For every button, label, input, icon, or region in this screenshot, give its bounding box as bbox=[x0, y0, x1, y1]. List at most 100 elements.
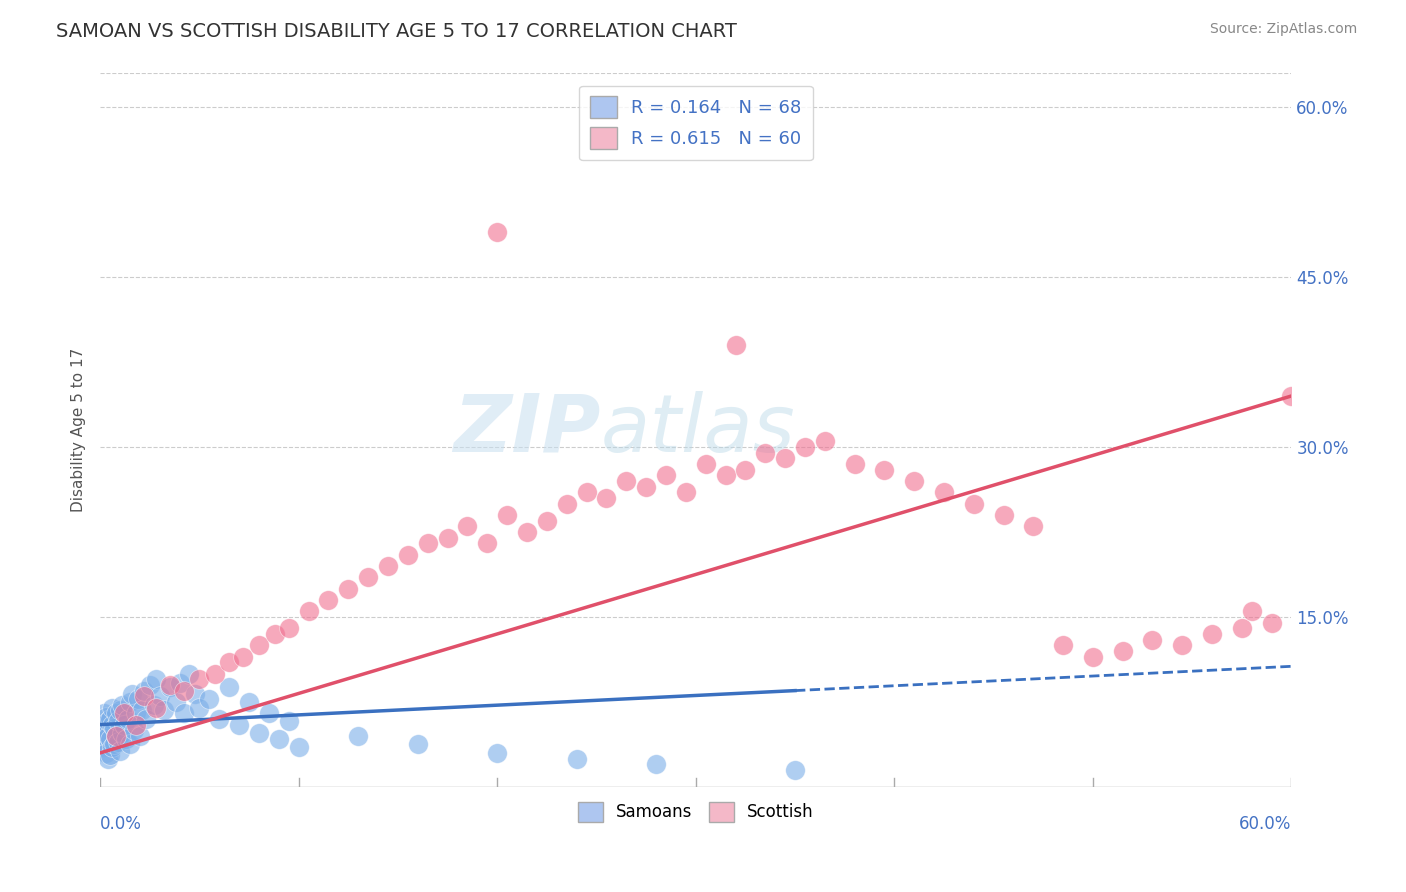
Point bbox=[188, 700, 211, 714]
Point bbox=[734, 462, 756, 476]
Point bbox=[565, 751, 588, 765]
Point bbox=[165, 695, 187, 709]
Point bbox=[112, 706, 135, 721]
Point bbox=[111, 698, 134, 713]
Point bbox=[93, 740, 115, 755]
Point bbox=[575, 485, 598, 500]
Point bbox=[125, 717, 148, 731]
Point bbox=[1052, 638, 1074, 652]
Point bbox=[655, 468, 678, 483]
Point bbox=[97, 751, 120, 765]
Point bbox=[127, 691, 149, 706]
Point bbox=[125, 706, 148, 721]
Point bbox=[93, 706, 115, 721]
Point bbox=[232, 649, 254, 664]
Point bbox=[277, 714, 299, 729]
Point bbox=[93, 723, 115, 738]
Point bbox=[103, 721, 125, 735]
Point bbox=[97, 729, 120, 743]
Point bbox=[145, 700, 167, 714]
Point bbox=[844, 457, 866, 471]
Point bbox=[188, 673, 211, 687]
Point bbox=[139, 678, 162, 692]
Point bbox=[218, 655, 240, 669]
Point bbox=[614, 474, 637, 488]
Point bbox=[122, 723, 145, 738]
Point bbox=[377, 558, 399, 573]
Point bbox=[198, 691, 221, 706]
Point bbox=[297, 604, 319, 618]
Point bbox=[184, 687, 207, 701]
Point bbox=[107, 734, 129, 748]
Point bbox=[112, 717, 135, 731]
Point bbox=[486, 225, 509, 239]
Point bbox=[645, 757, 668, 772]
Point bbox=[159, 678, 181, 692]
Point bbox=[98, 732, 121, 747]
Point bbox=[436, 531, 458, 545]
Point bbox=[754, 445, 776, 459]
Point bbox=[477, 536, 499, 550]
Point bbox=[142, 698, 165, 713]
Point bbox=[132, 683, 155, 698]
Point bbox=[347, 729, 370, 743]
Point bbox=[496, 508, 519, 522]
Point bbox=[318, 593, 340, 607]
Point bbox=[91, 717, 114, 731]
Point bbox=[152, 703, 174, 717]
Point bbox=[204, 666, 226, 681]
Point bbox=[993, 508, 1015, 522]
Point bbox=[516, 524, 538, 539]
Text: ZIP: ZIP bbox=[453, 391, 600, 469]
Point bbox=[1240, 604, 1263, 618]
Point bbox=[131, 703, 153, 717]
Point bbox=[773, 451, 796, 466]
Point bbox=[257, 706, 280, 721]
Point bbox=[555, 497, 578, 511]
Point bbox=[98, 748, 121, 763]
Point bbox=[357, 570, 380, 584]
Point bbox=[783, 763, 806, 777]
Point bbox=[1111, 644, 1133, 658]
Point bbox=[169, 675, 191, 690]
Point bbox=[105, 729, 128, 743]
Point bbox=[396, 548, 419, 562]
Point bbox=[456, 519, 478, 533]
Point bbox=[267, 732, 290, 747]
Point bbox=[1230, 621, 1253, 635]
Point bbox=[101, 700, 124, 714]
Point bbox=[714, 468, 737, 483]
Point bbox=[238, 695, 260, 709]
Point bbox=[208, 712, 231, 726]
Point bbox=[135, 712, 157, 726]
Point bbox=[228, 717, 250, 731]
Point bbox=[277, 621, 299, 635]
Point bbox=[173, 706, 195, 721]
Point bbox=[101, 717, 124, 731]
Point bbox=[118, 737, 141, 751]
Point bbox=[105, 706, 128, 721]
Text: 0.0%: 0.0% bbox=[100, 815, 142, 833]
Point bbox=[1081, 649, 1104, 664]
Text: atlas: atlas bbox=[600, 391, 796, 469]
Point bbox=[121, 687, 143, 701]
Point bbox=[218, 680, 240, 694]
Point bbox=[94, 709, 117, 723]
Point bbox=[173, 683, 195, 698]
Point bbox=[159, 680, 181, 694]
Point bbox=[108, 744, 131, 758]
Point bbox=[814, 434, 837, 449]
Point bbox=[91, 734, 114, 748]
Point bbox=[1022, 519, 1045, 533]
Point bbox=[873, 462, 896, 476]
Point bbox=[1171, 638, 1194, 652]
Text: 60.0%: 60.0% bbox=[1239, 815, 1292, 833]
Point bbox=[111, 725, 134, 739]
Text: Source: ZipAtlas.com: Source: ZipAtlas.com bbox=[1209, 22, 1357, 37]
Point bbox=[1260, 615, 1282, 630]
Point bbox=[486, 746, 509, 760]
Point bbox=[1281, 389, 1303, 403]
Point bbox=[132, 690, 155, 704]
Point bbox=[149, 690, 172, 704]
Point bbox=[932, 485, 955, 500]
